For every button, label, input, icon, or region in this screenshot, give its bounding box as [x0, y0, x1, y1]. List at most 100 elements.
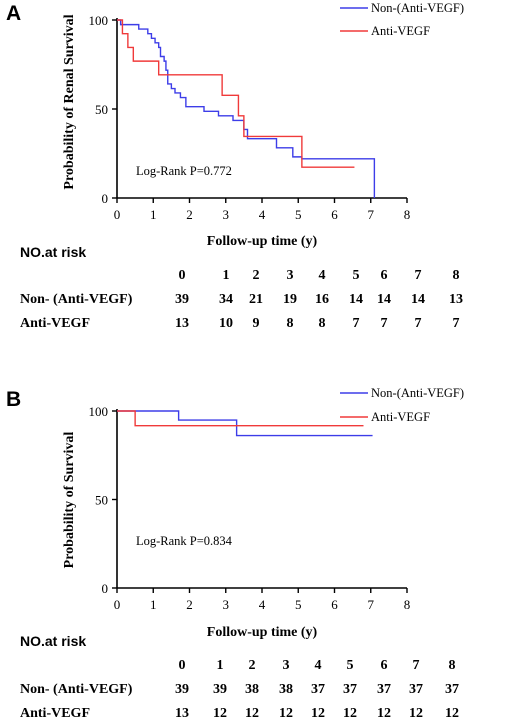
risk-count-cell: 7	[352, 316, 360, 331]
risk-count-cell: 16	[315, 292, 329, 307]
risk-table-title: NO.at risk	[20, 633, 87, 649]
risk-time-header: 4	[314, 658, 322, 673]
risk-time-header: 3	[282, 658, 290, 673]
x-tick-label: 0	[114, 207, 121, 222]
x-tick-label: 1	[150, 597, 157, 612]
risk-count-cell: 37	[409, 682, 423, 697]
y-tick-label: 0	[102, 581, 109, 596]
risk-count-cell: 19	[283, 292, 297, 307]
risk-count-cell: 37	[445, 682, 459, 697]
risk-row-label: Anti-VEGF	[20, 706, 90, 721]
risk-time-header: 0	[178, 268, 186, 283]
x-tick-label: 2	[186, 597, 193, 612]
risk-count-cell: 12	[245, 706, 259, 721]
risk-count-cell: 9	[252, 316, 260, 331]
risk-count-cell: 12	[279, 706, 293, 721]
risk-count-cell: 14	[349, 292, 363, 307]
risk-count-cell: 13	[175, 316, 189, 331]
legend-entry: Anti-VEGF	[371, 24, 430, 38]
risk-count-cell: 13	[449, 292, 463, 307]
risk-row-label: Non- (Anti-VEGF)	[20, 292, 133, 307]
km-chart-B: 0 1 2 3 4 5 6 7 8 0 50 100 Probability of Survival Fo…	[62, 386, 464, 640]
y-axis-label: Probability of Renal Survival	[62, 14, 77, 189]
log-rank-annotation: Log-Rank P=0.772	[136, 164, 232, 178]
x-tick-label: 5	[295, 597, 302, 612]
legend-entry: Non-(Anti-VEGF)	[371, 386, 464, 400]
panel-letter-B: B	[6, 388, 22, 411]
risk-time-header: 2	[248, 658, 256, 673]
x-tick-label: 0	[114, 597, 121, 612]
risk-count-cell: 7	[452, 316, 460, 331]
risk-count-cell: 38	[245, 682, 259, 697]
risk-time-header: 7	[412, 658, 420, 673]
x-tick-label: 8	[404, 207, 411, 222]
risk-row-label: Anti-VEGF	[20, 316, 90, 331]
risk-time-header: 5	[352, 268, 360, 283]
y-tick-label: 50	[95, 102, 108, 117]
risk-count-cell: 7	[380, 316, 388, 331]
y-axis-label: Probability of Survival	[62, 432, 77, 569]
x-tick-label: 4	[259, 597, 266, 612]
risk-count-cell: 39	[175, 682, 189, 697]
x-tick-label: 8	[404, 597, 411, 612]
risk-time-header: 5	[346, 658, 354, 673]
x-axis-label: Follow-up time (y)	[207, 234, 318, 249]
x-tick-label: 2	[186, 207, 193, 222]
x-axis-label: Follow-up time (y)	[207, 625, 318, 640]
risk-time-header: 8	[452, 268, 460, 283]
y-tick-label: 50	[95, 493, 108, 508]
risk-count-cell: 12	[343, 706, 357, 721]
risk-count-cell: 13	[175, 706, 189, 721]
y-tick-label: 100	[89, 13, 109, 28]
x-tick-label: 6	[331, 597, 338, 612]
risk-time-header: 6	[380, 658, 388, 673]
risk-count-cell: 37	[377, 682, 391, 697]
x-tick-label: 1	[150, 207, 157, 222]
risk-count-cell: 10	[219, 316, 233, 331]
risk-time-header: 3	[286, 268, 294, 283]
risk-count-cell: 37	[311, 682, 325, 697]
risk-count-cell: 21	[249, 292, 263, 307]
risk-time-header: 8	[448, 658, 456, 673]
y-tick-label: 0	[102, 191, 109, 206]
risk-count-cell: 12	[377, 706, 391, 721]
risk-time-header: 6	[380, 268, 388, 283]
risk-count-cell: 12	[409, 706, 423, 721]
risk-count-cell: 39	[175, 292, 189, 307]
log-rank-annotation: Log-Rank P=0.834	[136, 534, 233, 548]
risk-time-header: 7	[414, 268, 422, 283]
risk-count-cell: 38	[279, 682, 293, 697]
risk-count-cell: 34	[219, 292, 233, 307]
x-tick-label: 4	[259, 207, 266, 222]
y-tick-label: 100	[89, 404, 109, 419]
risk-time-header: 4	[318, 268, 326, 283]
risk-count-cell: 12	[311, 706, 325, 721]
risk-table-title: NO.at risk	[20, 244, 87, 260]
x-tick-label: 6	[331, 207, 338, 222]
risk-count-cell: 37	[343, 682, 357, 697]
risk-count-cell: 12	[213, 706, 227, 721]
x-tick-label: 3	[223, 597, 230, 612]
x-tick-label: 3	[223, 207, 230, 222]
risk-count-cell: 8	[286, 316, 294, 331]
risk-count-cell: 12	[445, 706, 459, 721]
x-tick-label: 7	[368, 207, 375, 222]
km-chart-A: 0 1 2 3 4 5 6 7 8 0 50 100 Probability of Renal Surv…	[62, 1, 464, 249]
series-line-anti-vegf	[117, 19, 355, 168]
risk-time-header: 2	[252, 268, 260, 283]
series-line-anti-vegf	[117, 410, 364, 427]
risk-count-cell: 14	[411, 292, 425, 307]
risk-count-cell: 7	[414, 316, 422, 331]
risk-row-label: Non- (Anti-VEGF)	[20, 682, 133, 697]
risk-count-cell: 8	[318, 316, 326, 331]
risk-time-header: 0	[178, 658, 186, 673]
risk-time-header: 1	[222, 268, 230, 283]
risk-time-header: 1	[216, 658, 224, 673]
x-tick-label: 5	[295, 207, 302, 222]
risk-count-cell: 14	[377, 292, 391, 307]
legend-entry: Anti-VEGF	[371, 410, 430, 424]
series-line-non-anti-vegf	[117, 19, 376, 198]
panel-letter-A: A	[6, 2, 22, 25]
risk-count-cell: 39	[213, 682, 227, 697]
